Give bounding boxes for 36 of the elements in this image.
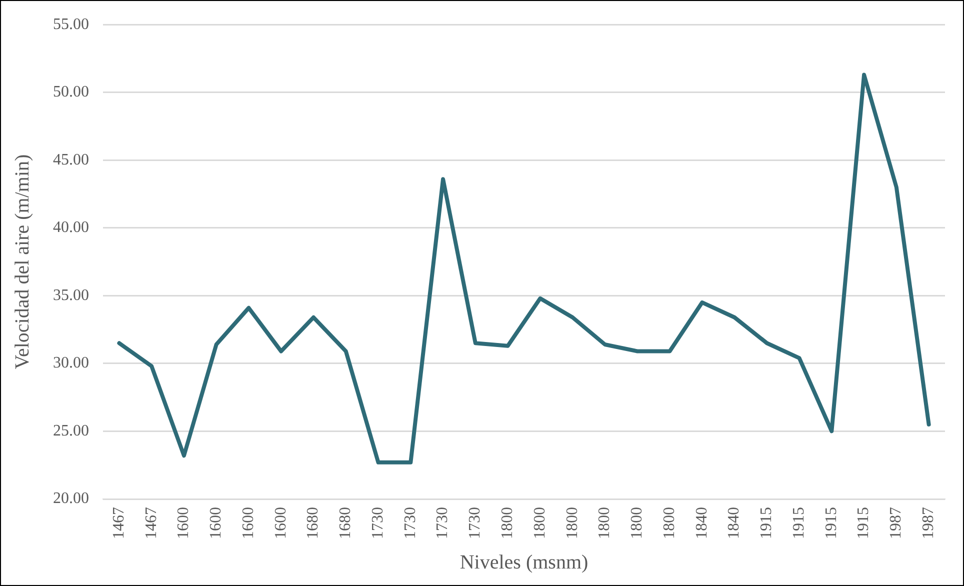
x-tick-label: 1600 <box>175 507 192 539</box>
x-tick-label: 1730 <box>434 507 452 539</box>
y-axis-title: Velocidad del aire (m/min) <box>11 154 34 370</box>
x-tick-label: 1987 <box>888 507 905 539</box>
x-tick-label: 1915 <box>822 507 840 539</box>
x-tick-label: 1840 <box>726 507 743 539</box>
x-tick-label: 1915 <box>790 507 808 539</box>
x-tick-label: 1800 <box>628 507 646 539</box>
x-tick-label: 1800 <box>564 507 581 539</box>
x-tick-label: 1800 <box>531 507 548 539</box>
x-tick-label: 1680 <box>304 507 322 539</box>
x-tick-label: 1987 <box>920 507 938 539</box>
x-tick-label: 1800 <box>596 507 614 539</box>
y-tick-label: 45.00 <box>53 151 89 168</box>
x-tick-label: 1680 <box>337 507 354 539</box>
x-tick-label: 1730 <box>369 507 386 539</box>
y-tick-label: 55.00 <box>53 16 89 33</box>
x-tick-label: 1467 <box>142 507 160 539</box>
x-tick-label: 1840 <box>693 507 710 539</box>
x-tick-label: 1600 <box>272 507 290 539</box>
x-tick-label: 1600 <box>208 507 225 539</box>
x-tick-label: 1730 <box>402 507 419 539</box>
x-tick-label: 1800 <box>660 507 678 539</box>
y-tick-label: 25.00 <box>53 422 89 440</box>
x-tick-label: 1915 <box>855 507 872 539</box>
y-tick-label: 40.00 <box>53 219 89 236</box>
x-tick-label: 1600 <box>240 507 257 539</box>
y-tick-label: 20.00 <box>53 490 89 508</box>
y-tick-label: 50.00 <box>53 84 89 101</box>
x-tick-label: 1467 <box>110 507 128 539</box>
x-tick-label: 1730 <box>466 507 484 539</box>
x-tick-label: 1800 <box>499 507 516 539</box>
x-axis-title: Niveles (msnm) <box>460 551 588 574</box>
y-tick-label: 30.00 <box>53 354 89 372</box>
y-tick-label: 35.00 <box>53 286 89 304</box>
x-tick-label: 1915 <box>758 507 776 539</box>
